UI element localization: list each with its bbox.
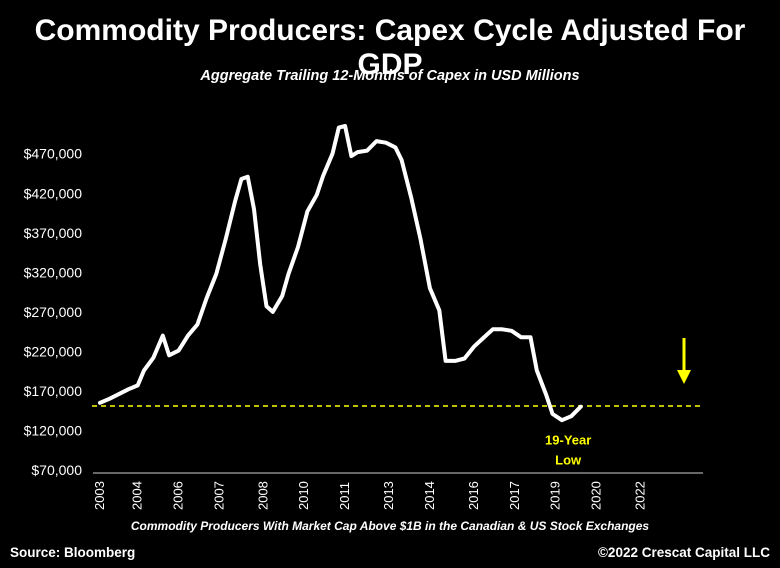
y-tick-label: $120,000 [24, 422, 83, 438]
chart-title: Commodity Producers: Capex Cycle Adjuste… [34, 14, 746, 81]
y-tick-label: $470,000 [24, 146, 83, 162]
x-tick-label: 2016 [466, 481, 481, 510]
x-tick-label: 2006 [171, 481, 186, 510]
y-tick-label: $270,000 [24, 304, 83, 320]
x-tick-label: 2014 [422, 481, 437, 510]
x-tick-label: 2004 [130, 481, 145, 510]
source-label: Source: Bloomberg [10, 545, 136, 560]
y-axis: $70,000 $120,000 $170,000 $220,000 $270,000 $… [24, 146, 83, 478]
annotation-19-year: 19-Year [545, 432, 591, 447]
x-tick-label: 2013 [381, 481, 396, 510]
x-tick-label: 2008 [255, 481, 270, 510]
y-tick-label: $170,000 [24, 383, 83, 399]
y-tick-label: $320,000 [24, 264, 83, 280]
x-axis-ticks: 2003 2004 2006 2007 2008 2010 2011 2013 2014 2016… [92, 481, 647, 510]
series-line [98, 124, 583, 423]
x-tick-label: 2019 [548, 481, 563, 510]
y-tick-label: $70,000 [31, 462, 82, 478]
annotation-low: Low [555, 452, 582, 467]
copyright-label: ©2022 Crescat Capital LLC [597, 545, 770, 560]
x-tick-label: 2020 [588, 481, 603, 510]
chart-subtitle: Aggregate Trailing 12-Months of Capex in… [200, 68, 580, 84]
y-tick-label: $220,000 [24, 343, 83, 359]
x-tick-label: 2017 [507, 481, 522, 510]
down-arrow-icon [677, 338, 691, 384]
y-tick-label: $420,000 [24, 185, 83, 201]
footnote: Commodity Producers With Market Cap Abov… [130, 519, 650, 533]
x-tick-label: 2011 [337, 482, 352, 510]
x-tick-label: 2007 [211, 481, 226, 510]
x-tick-label: 2022 [632, 481, 647, 510]
x-tick-label: 2003 [92, 481, 107, 510]
x-tick-label: 2010 [296, 481, 311, 510]
y-tick-label: $370,000 [24, 225, 83, 241]
